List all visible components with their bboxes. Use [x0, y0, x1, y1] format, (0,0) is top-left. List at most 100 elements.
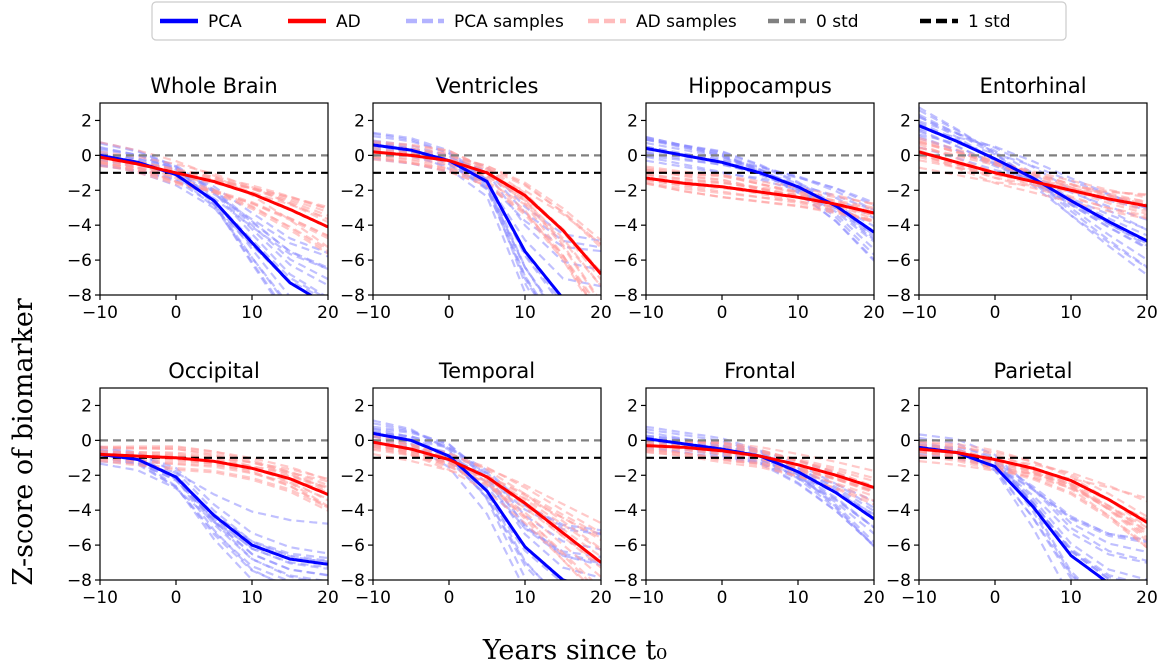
- pca-sample-line: [646, 147, 874, 236]
- ad-sample-line: [373, 152, 601, 246]
- pca-sample-line: [919, 436, 1080, 580]
- pca-sample-line: [100, 449, 328, 564]
- axes-frame: [645, 387, 875, 581]
- pca-sample-line: [100, 152, 328, 281]
- axes-frame: [918, 102, 1148, 296]
- ad-sample-line: [919, 153, 1147, 203]
- y-tick-label: −8: [886, 571, 911, 591]
- pca-sample-line: [100, 446, 276, 580]
- x-tick-label: 20: [317, 303, 339, 323]
- pca-sample-line: [100, 462, 328, 563]
- ad-sample-line: [373, 445, 601, 525]
- pca-sample-line: [373, 131, 538, 295]
- ad-mean-line: [646, 444, 874, 489]
- x-tick-label: 0: [717, 303, 728, 323]
- ad-sample-line: [100, 141, 328, 248]
- ad-mean-line: [100, 155, 328, 229]
- panel-title: Parietal: [994, 359, 1073, 383]
- pca-mean-line: [646, 146, 874, 234]
- y-tick-label: −6: [340, 251, 365, 271]
- x-tick-label: 20: [590, 303, 612, 323]
- y-tick-label: −8: [340, 286, 365, 306]
- x-axis-label: Years since t₀: [482, 635, 667, 666]
- ad-sample-line: [919, 155, 1147, 206]
- y-tick-label: 2: [81, 396, 92, 416]
- ad-mean-line: [646, 176, 874, 215]
- y-tick-label: −8: [67, 286, 92, 306]
- y-tick-label: −2: [886, 466, 911, 486]
- ad-sample-line: [919, 447, 1147, 537]
- pca-sample-line: [373, 435, 561, 580]
- panel-title: Hippocampus: [688, 74, 832, 98]
- pca-mean-line: [100, 452, 328, 566]
- x-tick-label: 20: [1136, 303, 1158, 323]
- x-tick-label: 10: [1060, 588, 1082, 608]
- y-tick-label: −4: [67, 216, 92, 236]
- x-tick-label: −10: [355, 588, 391, 608]
- ad-sample-line: [373, 147, 586, 295]
- plot-area: [100, 439, 328, 580]
- x-tick-label: 20: [317, 588, 339, 608]
- pca-sample-line: [646, 435, 874, 529]
- x-tick-label: 10: [241, 588, 263, 608]
- x-tick-label: −10: [628, 588, 664, 608]
- pca-sample-line: [919, 442, 1075, 580]
- y-tick-label: −2: [613, 181, 638, 201]
- pca-sample-line: [373, 143, 546, 295]
- ad-sample-line: [373, 443, 601, 578]
- y-tick-label: −4: [886, 501, 911, 521]
- y-tick-label: −2: [613, 466, 638, 486]
- panel-title: Whole Brain: [150, 74, 277, 98]
- pca-sample-line: [373, 419, 529, 580]
- panel-title: Entorhinal: [979, 74, 1086, 98]
- x-tick-label: 0: [444, 303, 455, 323]
- pca-sample-line: [646, 438, 874, 529]
- y-tick-label: −6: [886, 536, 911, 556]
- ad-sample-line: [919, 450, 1147, 503]
- x-tick-label: −10: [901, 303, 937, 323]
- pca-sample-line: [373, 146, 601, 242]
- plot-area: [646, 135, 874, 262]
- y-tick-label: 2: [354, 111, 365, 131]
- y-tick-label: −6: [613, 536, 638, 556]
- x-tick-label: 10: [241, 303, 263, 323]
- pca-sample-line: [100, 155, 328, 271]
- pca-sample-line: [919, 445, 1147, 580]
- y-tick-label: 0: [900, 431, 911, 451]
- plot-area: [373, 419, 601, 580]
- y-tick-label: −2: [340, 466, 365, 486]
- pca-sample-line: [646, 152, 874, 219]
- ad-sample-line: [373, 158, 601, 245]
- y-tick-label: 0: [354, 146, 365, 166]
- axes-frame: [99, 387, 329, 581]
- ad-sample-line: [919, 449, 1147, 532]
- pca-sample-line: [919, 121, 1147, 250]
- pca-sample-line: [919, 445, 1124, 580]
- pca-sample-line: [919, 443, 1147, 562]
- pca-sample-line: [646, 428, 874, 544]
- pca-sample-line: [100, 454, 328, 562]
- legend-entry: PCA: [160, 12, 242, 32]
- x-tick-label: −10: [628, 303, 664, 323]
- ad-mean-line: [100, 452, 328, 496]
- legend-label: PCA: [208, 12, 242, 32]
- pca-mean-line: [373, 431, 570, 580]
- axes-frame: [372, 387, 602, 581]
- x-tick-label: 10: [514, 588, 536, 608]
- y-axis-label: Z-score of biomarker: [8, 298, 39, 586]
- pca-sample-line: [919, 440, 1063, 580]
- plot-area: [373, 131, 601, 295]
- x-tick-label: 10: [787, 588, 809, 608]
- y-tick-label: −2: [67, 466, 92, 486]
- legend-label: 1 std: [968, 12, 1011, 32]
- y-tick-label: −8: [613, 571, 638, 591]
- y-tick-label: 2: [627, 396, 638, 416]
- y-tick-label: −2: [67, 181, 92, 201]
- legend-label: AD: [336, 12, 361, 32]
- pca-sample-line: [646, 138, 874, 250]
